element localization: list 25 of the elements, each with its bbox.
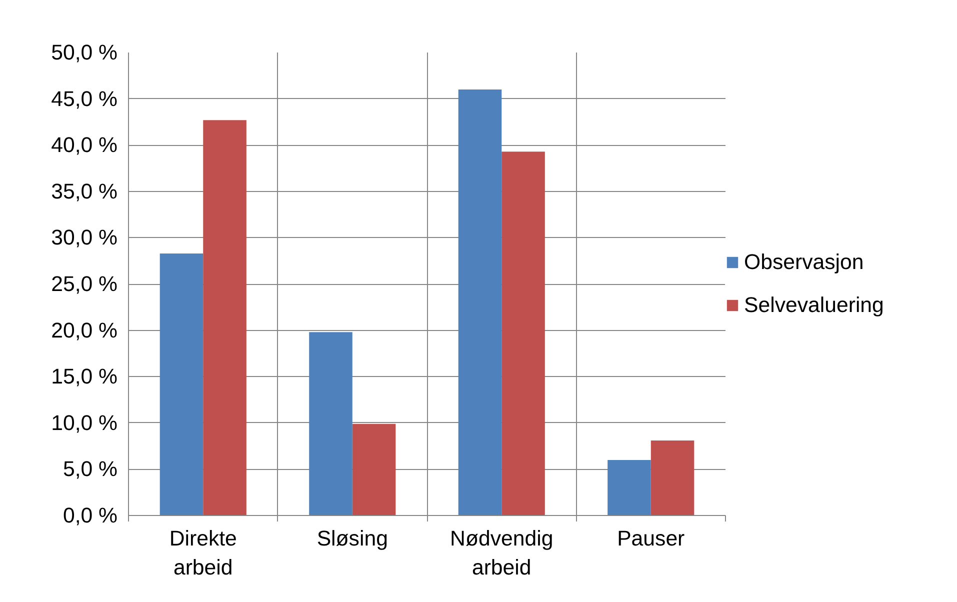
y-tick-label: 30,0 % [51, 226, 118, 250]
y-tick-label: 35,0 % [51, 179, 118, 204]
y-tick-label: 45,0 % [51, 86, 118, 111]
y-tick-label: 20,0 % [51, 318, 118, 342]
x-tick-label: Nødvendig arbeid [450, 526, 554, 580]
legend-label: Observasjon [744, 250, 864, 274]
bar [502, 152, 545, 516]
bar [203, 120, 246, 516]
y-tick-label: 15,0 % [51, 364, 118, 389]
bar [650, 440, 694, 516]
y-tick-label: 50,0 % [51, 40, 118, 64]
bar [608, 460, 651, 516]
bar [160, 253, 204, 516]
y-tick-label: 0,0 % [62, 504, 118, 528]
x-tick-label: Sløsing [316, 526, 388, 550]
x-tick-label: Pauser [617, 526, 685, 550]
y-tick-label: 25,0 % [51, 272, 118, 296]
bar [309, 332, 352, 516]
bar [352, 424, 396, 516]
y-tick-label: 5,0 % [62, 457, 118, 482]
y-tick-label: 10,0 % [51, 410, 118, 435]
legend-label: Selvevaluering [744, 292, 884, 318]
x-tick-label: Direkte arbeid [169, 526, 237, 580]
bar [458, 90, 502, 516]
y-tick-label: 40,0 % [51, 133, 118, 158]
